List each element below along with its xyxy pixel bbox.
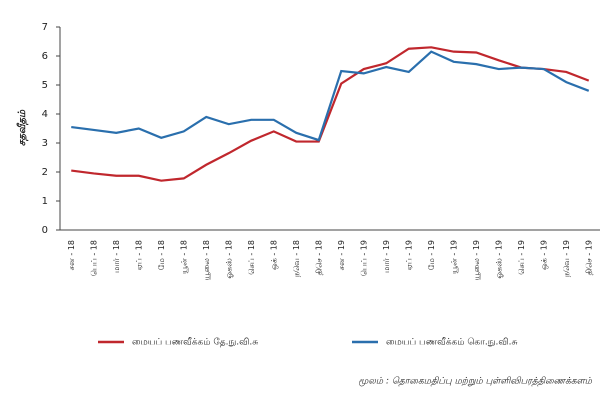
x-tick-label: ஓகஸ் - 19 xyxy=(494,240,503,279)
series-line xyxy=(71,50,590,142)
y-tick-label: 0 xyxy=(42,225,48,236)
legend-label: மையப் பணவீக்கம் தே.நு.வி.சு xyxy=(132,338,258,348)
x-tick-label: ஏப் - 18 xyxy=(134,240,143,270)
y-axis-label: சதவீதம் xyxy=(16,109,29,146)
x-tick-label: பெப் - 19 xyxy=(359,240,368,276)
y-tick-label: 1 xyxy=(42,196,48,207)
x-tick-label: யூலை - 19 xyxy=(472,240,481,280)
y-tick-label: 2 xyxy=(42,167,48,178)
x-tick-label: நவெ - 19 xyxy=(562,240,571,277)
x-tick-label: செப் - 19 xyxy=(517,240,526,275)
x-tick-label: ஓகஸ் - 18 xyxy=(224,240,233,279)
x-tick-label: ஒக் - 18 xyxy=(269,240,278,270)
series-line xyxy=(71,46,590,182)
x-tick-label: ஒக் - 19 xyxy=(539,240,548,270)
x-tick-label: மார் - 19 xyxy=(382,240,391,273)
x-tick-label: திசெ - 19 xyxy=(584,240,593,275)
x-tick-label: ஏப் - 19 xyxy=(404,240,413,270)
x-tick-label: பெப் - 18 xyxy=(89,240,98,276)
x-tick-label: மார் - 18 xyxy=(112,240,121,273)
x-tick-label: சன - 19 xyxy=(337,240,346,270)
x-tick-label: சன - 18 xyxy=(67,240,76,270)
legend-label: மையப் பணவீக்கம் கொ.நு.வி.சு xyxy=(386,338,517,348)
x-tick-label: நவெ - 18 xyxy=(292,240,301,277)
x-tick-label: மே - 19 xyxy=(427,240,436,270)
y-tick-label: 5 xyxy=(42,80,48,91)
y-tick-label: 7 xyxy=(42,22,48,33)
x-tick-label: யூன் - 19 xyxy=(449,240,458,274)
x-tick-label: யூன் - 18 xyxy=(179,240,188,274)
y-tick-label: 3 xyxy=(42,138,48,149)
x-tick-label: யூலை - 18 xyxy=(202,240,211,280)
x-tick-label: மே - 18 xyxy=(157,240,166,270)
x-tick-label: திசெ - 18 xyxy=(314,240,323,275)
y-tick-label: 6 xyxy=(42,51,48,62)
y-tick-label: 4 xyxy=(42,109,48,120)
x-tick-label: செப் - 18 xyxy=(247,240,256,275)
source-note: மூலம் : தொகைமதிப்பு மற்றும் புள்ளிவிபரத்… xyxy=(358,376,592,387)
